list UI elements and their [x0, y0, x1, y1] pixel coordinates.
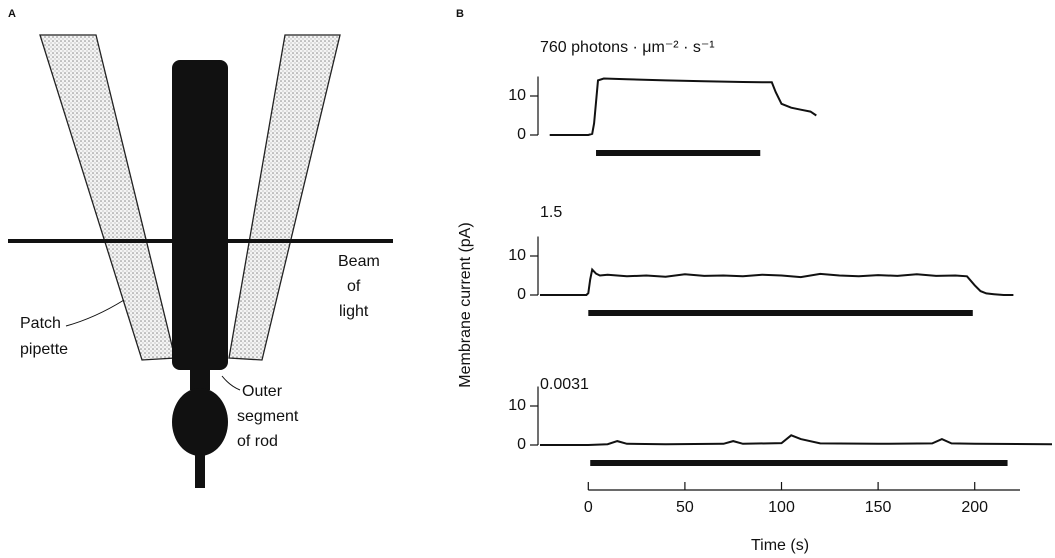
rod-label: segment [237, 408, 299, 425]
rod-inner-segment [172, 388, 228, 456]
y-tick-label: 10 [508, 397, 526, 414]
chart-title: 0.0031 [540, 376, 589, 393]
diagram: Beam of light Patch pipette Outer segmen… [8, 34, 393, 488]
pipette-label: Patch [20, 315, 61, 332]
pipette-label: pipette [20, 341, 68, 358]
rod-stalk [195, 450, 205, 488]
y-tick-label: 10 [508, 87, 526, 104]
y-tick-label: 0 [517, 436, 526, 453]
rod-label: of rod [237, 433, 278, 450]
chart-title: 760 photons · μm⁻² · s⁻¹ [540, 39, 715, 56]
beam-label: Beam [338, 253, 380, 270]
x-axis-label: Time (s) [751, 537, 809, 554]
leader-line [221, 375, 241, 391]
x-tick-label: 100 [768, 499, 795, 516]
pipette [39, 34, 176, 361]
y-axis-label: Membrane current (pA) [457, 222, 474, 387]
beam-label: light [339, 303, 369, 320]
leader-line [65, 299, 125, 327]
panel-label: A [8, 8, 16, 20]
y-tick-label: 0 [517, 126, 526, 143]
rod-outer-segment [172, 60, 228, 370]
y-tick-label: 10 [508, 247, 526, 264]
current-trace [540, 434, 1053, 446]
x-tick-label: 150 [865, 499, 892, 516]
panel-label: B [456, 8, 464, 20]
x-tick-label: 50 [676, 499, 694, 516]
rod-neck [190, 368, 210, 390]
y-tick-label: 0 [517, 286, 526, 303]
x-tick-label: 0 [584, 499, 593, 516]
current-trace [540, 267, 1014, 296]
pipette [228, 34, 341, 361]
chart-title: 1.5 [540, 204, 562, 221]
beam-label: of [347, 278, 361, 295]
x-tick-label: 200 [961, 499, 988, 516]
rod-label: Outer [242, 383, 283, 400]
current-trace [549, 77, 817, 136]
